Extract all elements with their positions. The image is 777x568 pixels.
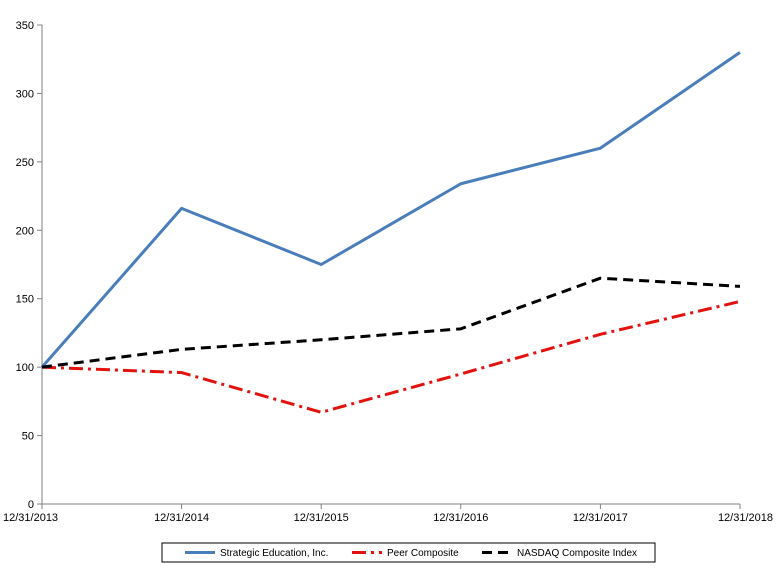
x-tick-label: 12/31/2016 bbox=[433, 512, 488, 524]
y-tick-label: 50 bbox=[22, 431, 34, 443]
x-tick-label: 12/31/2018 bbox=[718, 512, 773, 524]
x-tick-label: 12/31/2013 bbox=[3, 512, 58, 524]
legend-label-1: Strategic Education, Inc. bbox=[220, 548, 328, 559]
y-tick-label: 350 bbox=[16, 20, 34, 32]
series-line-3 bbox=[41, 276, 741, 369]
legend: Strategic Education, Inc. Peer Composite N… bbox=[161, 542, 656, 563]
y-tick-label: 300 bbox=[16, 88, 34, 100]
legend-box bbox=[161, 542, 656, 563]
x-tick-label: 12/31/2015 bbox=[294, 512, 349, 524]
legend-label-3: NASDAQ Composite Index bbox=[517, 548, 637, 559]
y-tick-label: 200 bbox=[16, 225, 34, 237]
x-axis-ticks: 12/31/2013 12/31/2014 12/31/2015 12/31/2016… bbox=[3, 504, 773, 524]
series-line-1 bbox=[40, 51, 741, 369]
y-tick-label: 0 bbox=[28, 499, 34, 511]
legend-label-2: Peer Composite bbox=[387, 548, 459, 559]
y-tick-label: 150 bbox=[16, 294, 34, 306]
y-axis-ticks: 0 50 100 150 200 250 300 350 bbox=[16, 20, 42, 511]
x-tick-label: 12/31/2014 bbox=[154, 512, 209, 524]
axes bbox=[41, 25, 740, 505]
y-tick-label: 250 bbox=[16, 157, 34, 169]
series-line-2 bbox=[41, 299, 741, 414]
x-tick-label: 12/31/2017 bbox=[573, 512, 628, 524]
series-lines bbox=[40, 51, 741, 414]
y-tick-label: 100 bbox=[16, 362, 34, 374]
